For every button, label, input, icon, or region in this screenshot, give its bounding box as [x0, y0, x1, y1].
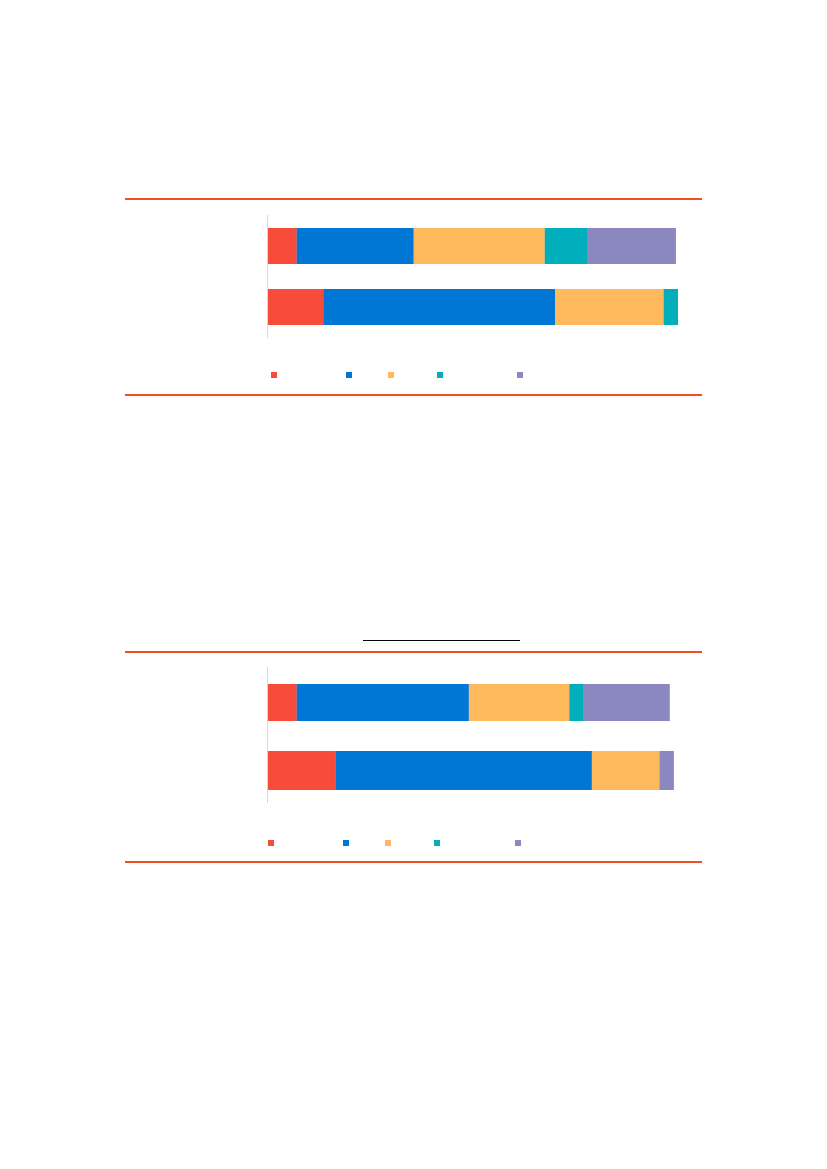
chart-1-bar-1-segment-2: [296, 228, 414, 264]
chart-1-legend-swatch-3: [388, 372, 394, 378]
chart-1-bar-2-segment-4: [663, 289, 678, 325]
chart-1-bar-2-segment-1: [268, 289, 324, 325]
chart-2-legend-swatch-5: [515, 840, 521, 846]
chart-1-bar-1-segment-4: [544, 228, 588, 264]
chart-2-legend-swatch-1: [268, 840, 274, 846]
chart-2-bar-2-segment-3: [591, 751, 660, 790]
chart-1-bar-1-segment-3: [413, 228, 545, 264]
chart-2-bar-1-segment-4: [569, 684, 584, 721]
chart-2-bar-1-segment-5: [583, 684, 670, 721]
chart-2-bar-1-segment-3: [468, 684, 570, 721]
chart-1-legend-swatch-2: [346, 372, 352, 378]
chart-2-legend-swatch-2: [343, 840, 349, 846]
chart-2-bar-2-segment-1: [268, 751, 336, 790]
chart-2-bottom-rule: [125, 861, 702, 863]
chart-2-top-rule: [125, 651, 702, 653]
chart-2-legend-swatch-3: [385, 840, 391, 846]
chart-1-bar-2-segment-3: [555, 289, 664, 325]
chart-1-legend-swatch-5: [517, 372, 523, 378]
chart-2-legend-swatch-4: [434, 840, 440, 846]
heading-underline: [363, 640, 520, 641]
chart-2-bar-1-segment-1: [268, 684, 297, 721]
chart-1-legend-swatch-4: [437, 372, 443, 378]
chart-1-top-rule: [125, 198, 702, 200]
chart-2-bar-1-segment-2: [296, 684, 469, 721]
chart-1-bar-2-segment-2: [323, 289, 555, 325]
chart-1-bar-1-segment-5: [587, 228, 676, 264]
chart-1-bottom-rule: [125, 394, 702, 396]
chart-2-bar-2-segment-5: [659, 751, 674, 790]
chart-2-bar-2-segment-2: [335, 751, 592, 790]
chart-1-legend-swatch-1: [271, 372, 277, 378]
chart-1-bar-1-segment-1: [268, 228, 297, 264]
